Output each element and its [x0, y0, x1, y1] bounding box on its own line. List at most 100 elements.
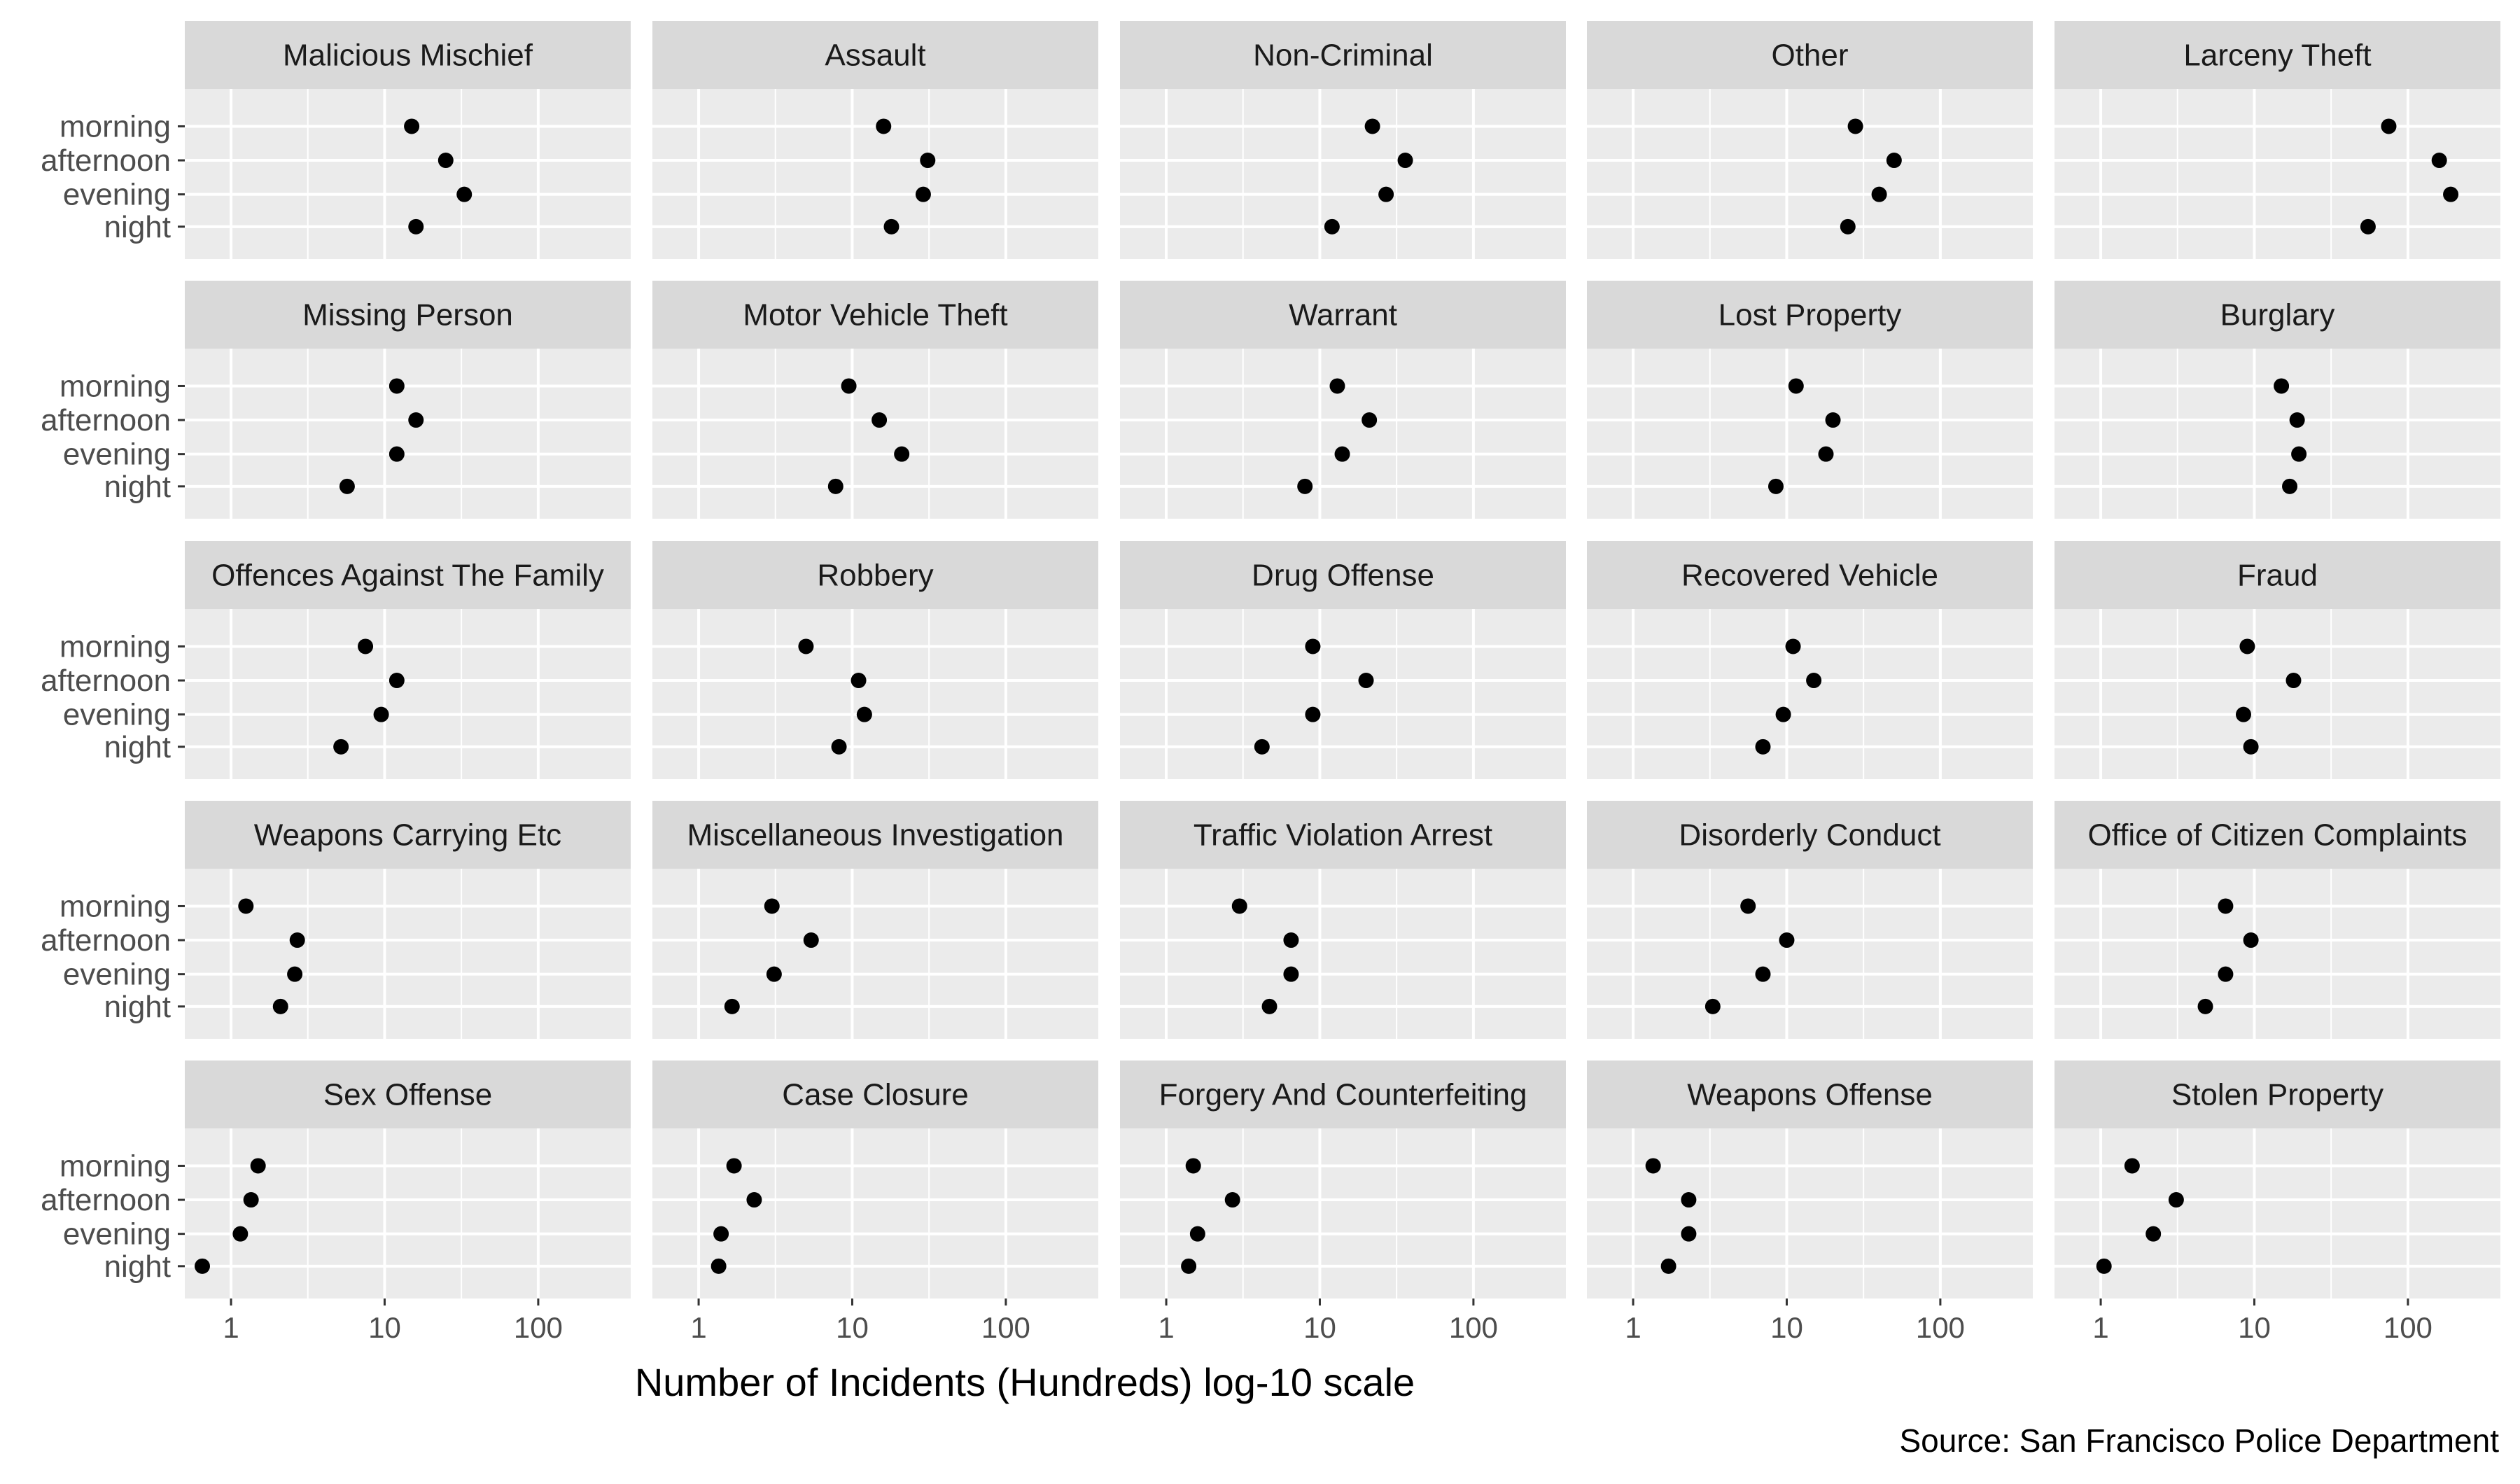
x-tick-label: 1 — [223, 1311, 239, 1344]
facet-title: Stolen Property — [2171, 1078, 2384, 1112]
y-tick-label-afternoon: afternoon — [41, 144, 171, 178]
y-tick-label-night: night — [104, 730, 171, 764]
facet-panel: Malicious Mischief morningafternoonevenin… — [41, 21, 631, 259]
facet-panel: Lost Property — [1587, 281, 2033, 519]
data-point-night — [1840, 218, 1856, 234]
facet-strip — [185, 801, 631, 869]
facet-title: Larceny Theft — [2183, 38, 2371, 73]
facet-panel: Other — [1587, 21, 2033, 259]
panel-background — [185, 869, 631, 1039]
panel-background — [2054, 869, 2500, 1039]
data-point-afternoon — [1825, 412, 1841, 428]
data-point-morning — [798, 638, 814, 654]
facet-panel: Warrant — [1120, 281, 1566, 519]
facet-title: Robbery — [817, 559, 933, 593]
data-point-night — [883, 218, 899, 234]
data-point-night — [1181, 1258, 1197, 1274]
facet-panel: Motor Vehicle Theft — [652, 281, 1098, 519]
facet-strip — [1120, 541, 1566, 609]
data-point-morning — [764, 898, 780, 914]
y-tick-label-afternoon: afternoon — [41, 923, 171, 958]
data-point-night — [831, 738, 847, 755]
data-point-afternoon — [1283, 932, 1299, 948]
facet-panel: Office of Citizen Complaints — [2054, 801, 2500, 1039]
data-point-morning — [1185, 1158, 1201, 1174]
data-point-morning — [1231, 898, 1247, 914]
x-tick-label: 10 — [836, 1311, 869, 1344]
panel-background — [2054, 609, 2500, 779]
facet-title: Lost Property — [1718, 298, 1902, 332]
facet-panel: Burglary — [2054, 281, 2500, 519]
facet-title: Disorderly Conduct — [1679, 818, 1940, 853]
data-point-night — [1704, 998, 1721, 1014]
data-point-morning — [2381, 118, 2397, 134]
facet-panel: Non-Criminal — [1120, 21, 1566, 259]
data-point-night — [272, 998, 288, 1014]
data-point-evening — [766, 966, 782, 982]
data-point-evening — [456, 186, 472, 202]
panel-background — [1587, 869, 2033, 1039]
data-point-afternoon — [1397, 153, 1413, 169]
data-point-night — [2282, 478, 2298, 494]
facet-strip — [2054, 21, 2500, 89]
panel-background — [185, 89, 631, 259]
data-point-afternoon — [872, 412, 888, 428]
data-point-evening — [1755, 966, 1771, 982]
facet-strip — [652, 21, 1098, 89]
facet-strip — [652, 541, 1098, 609]
facet-strip — [1587, 21, 2033, 89]
data-point-evening — [856, 706, 872, 722]
x-tick-label: 100 — [1916, 1311, 1965, 1344]
data-point-afternoon — [243, 1192, 259, 1208]
panel-background — [185, 609, 631, 779]
data-point-night — [1768, 478, 1784, 494]
data-point-night — [2096, 1258, 2112, 1274]
y-tick-label-night: night — [104, 470, 171, 504]
data-point-evening — [2235, 706, 2251, 722]
facet-title: Warrant — [1289, 298, 1397, 332]
x-tick-label: 10 — [1303, 1311, 1336, 1344]
x-tick-label: 1 — [1625, 1311, 1641, 1344]
data-point-morning — [2274, 378, 2290, 394]
panel-background — [185, 1128, 631, 1298]
data-point-morning — [1740, 898, 1756, 914]
data-point-evening — [2291, 446, 2307, 462]
x-tick-label: 10 — [368, 1311, 401, 1344]
facet-title: Non-Criminal — [1253, 38, 1433, 73]
data-point-evening — [373, 706, 389, 722]
panel-background — [652, 1128, 1098, 1298]
data-point-afternoon — [1681, 1192, 1697, 1208]
data-point-afternoon — [408, 412, 424, 428]
panel-background — [1120, 869, 1566, 1039]
y-tick-label-night: night — [104, 210, 171, 244]
facet-title: Sex Offense — [323, 1078, 492, 1112]
panel-background — [1587, 349, 2033, 519]
data-point-afternoon — [2289, 412, 2305, 428]
facet-title: Traffic Violation Arrest — [1194, 818, 1492, 853]
data-point-night — [333, 738, 349, 755]
facet-strip — [652, 1060, 1098, 1128]
panel-background — [2054, 89, 2500, 259]
facet-strip — [1587, 281, 2033, 349]
data-point-evening — [2443, 186, 2459, 202]
data-point-morning — [388, 378, 405, 394]
data-point-afternoon — [803, 932, 819, 948]
facet-panel: Traffic Violation Arrest — [1120, 801, 1566, 1039]
data-point-night — [1297, 478, 1313, 494]
data-point-afternoon — [2286, 673, 2302, 689]
panel-background — [652, 609, 1098, 779]
data-point-afternoon — [2431, 153, 2447, 169]
data-point-morning — [841, 378, 857, 394]
facet-strip — [1120, 1060, 1566, 1128]
data-point-evening — [1189, 1226, 1205, 1242]
panel-background — [652, 89, 1098, 259]
facet-strip — [652, 801, 1098, 869]
facet-title: Burglary — [2220, 298, 2335, 332]
data-point-morning — [250, 1158, 266, 1174]
data-point-night — [2243, 738, 2259, 755]
data-point-afternoon — [289, 932, 305, 948]
data-point-evening — [388, 446, 405, 462]
facet-panel: Case Closure 1 10 100 — [652, 1060, 1098, 1344]
data-point-morning — [1645, 1158, 1661, 1174]
